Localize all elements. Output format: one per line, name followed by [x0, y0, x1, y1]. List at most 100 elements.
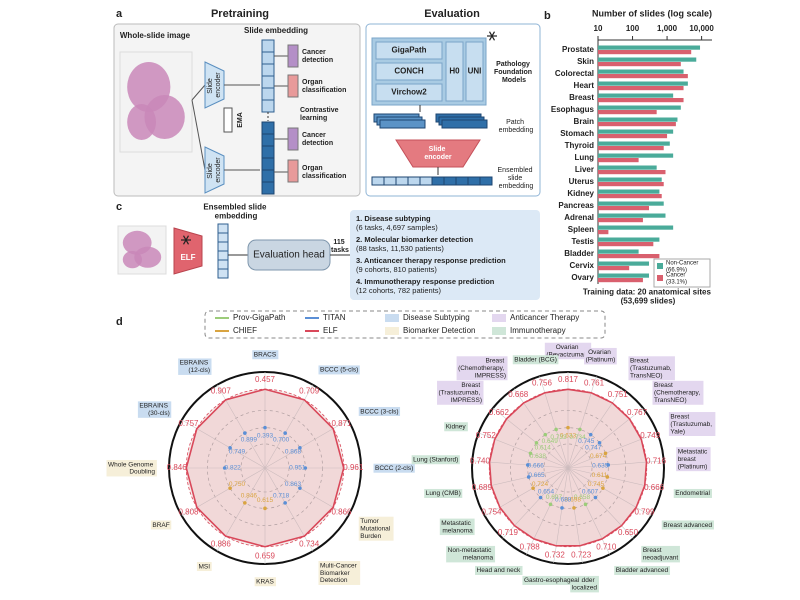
connector — [488, 31, 496, 41]
axis-label: BRACS — [254, 351, 277, 358]
bar — [598, 69, 684, 74]
baseline-label: 0.700 — [273, 437, 290, 444]
baseline-point — [583, 502, 588, 507]
connector — [478, 432, 569, 469]
value-label: 0.666 — [644, 483, 665, 492]
connector — [567, 460, 664, 469]
baseline-point — [543, 432, 548, 437]
baseline-point — [538, 495, 543, 500]
x-tick-label: 100 — [626, 24, 640, 33]
category-label: Esophagus — [551, 105, 595, 114]
axis-label: Head and neck — [477, 567, 521, 574]
baseline-label: 0.393 — [257, 432, 274, 439]
connector — [567, 467, 662, 490]
axis-label-bg — [456, 356, 508, 381]
label: Ensembled slide embedding — [498, 167, 535, 190]
embedding-cell — [261, 75, 275, 89]
bar — [598, 254, 660, 259]
baseline-label: 0.665 — [528, 472, 545, 479]
baseline-point — [601, 486, 605, 490]
connector — [474, 467, 569, 490]
embedding-cell — [467, 176, 481, 186]
label: Slide embedding — [244, 26, 308, 35]
baseline-label: 0.745 — [588, 481, 605, 488]
baseline-label: 0.846 — [241, 493, 258, 500]
axis-label-bg — [444, 422, 468, 432]
label: Patch embedding — [499, 119, 534, 134]
value-label: 0.846 — [167, 463, 188, 472]
connector — [492, 407, 569, 469]
label: ELF — [180, 253, 195, 262]
legend-label: Biomarker Detection — [403, 326, 475, 335]
slide-encoder — [204, 61, 225, 109]
baseline-point — [263, 425, 267, 430]
bar — [598, 182, 664, 187]
category-label: Adrenal — [564, 213, 594, 222]
category-label: Bladder — [564, 249, 594, 258]
baseline-point — [528, 451, 533, 456]
embedding-cell — [261, 169, 275, 183]
baseline-point — [222, 466, 227, 470]
item-title: 2. Molecular biomarker detection — [356, 235, 474, 244]
bar — [598, 93, 674, 98]
connector — [264, 467, 314, 552]
category-label: Liver — [575, 165, 594, 174]
connector — [502, 467, 569, 539]
baseline-label: 0.698 — [565, 497, 582, 504]
bar — [598, 98, 684, 103]
value-label: 0.886 — [211, 540, 232, 549]
section-title: Pretraining — [211, 8, 269, 20]
category-label: Testis — [571, 237, 594, 246]
baseline-point — [554, 427, 558, 432]
bar — [598, 206, 650, 211]
baseline-label: 0.614 — [535, 445, 552, 452]
category-label: Ovary — [571, 273, 594, 282]
bar — [598, 278, 643, 283]
axis-label-bg — [446, 545, 496, 563]
axis-label: BCCC (3-cls) — [360, 408, 398, 415]
item-title: 4. Immunotherapy response prediction — [356, 277, 495, 286]
axis-label-bg — [137, 401, 172, 418]
axis-label: BCCC (2-cls) — [375, 465, 413, 472]
axis-label-bg — [652, 380, 704, 405]
axis-label: Metastatic melanoma — [441, 520, 473, 534]
bar — [598, 237, 660, 242]
baseline-point — [525, 463, 530, 467]
baseline-point — [593, 495, 598, 500]
value-label: 0.668 — [508, 390, 529, 399]
bar — [598, 201, 664, 206]
radar-ring — [527, 427, 609, 509]
task-head — [287, 74, 299, 98]
embedding-cell — [261, 181, 275, 195]
bar — [598, 213, 666, 218]
slide-encoder — [395, 139, 481, 168]
model-box — [375, 41, 443, 60]
legend-label: Immunotherapy — [510, 326, 566, 335]
item-title: 3. Anticancer therapy response predictio… — [356, 256, 506, 265]
category-label: Heart — [574, 81, 595, 90]
value-label: 0.756 — [532, 379, 553, 388]
legend-swatch — [385, 314, 399, 322]
task-head — [287, 127, 299, 151]
category-label: Uterus — [569, 177, 595, 186]
axis-label: Kidney — [446, 423, 467, 430]
connector — [181, 419, 266, 469]
model-box — [445, 41, 464, 102]
bar — [598, 242, 654, 247]
embedding-cell — [217, 232, 229, 243]
embedding-cell — [217, 259, 229, 270]
connector — [216, 384, 266, 469]
embedding-cell — [261, 87, 275, 101]
label: Organ classification — [302, 165, 346, 180]
baseline-label: 0.654 — [538, 488, 555, 495]
value-label: 0.767 — [627, 408, 648, 417]
bar — [598, 177, 662, 182]
panel-letter: c — [116, 201, 122, 213]
legend-label: Disease Subtyping — [403, 313, 470, 322]
patch-embedding — [441, 119, 488, 129]
value-label: 0.799 — [634, 507, 655, 516]
baseline-label: 0.674 — [590, 453, 607, 460]
bar — [598, 230, 609, 235]
category-label: Spleen — [568, 225, 594, 234]
embedding-cell — [261, 121, 275, 135]
